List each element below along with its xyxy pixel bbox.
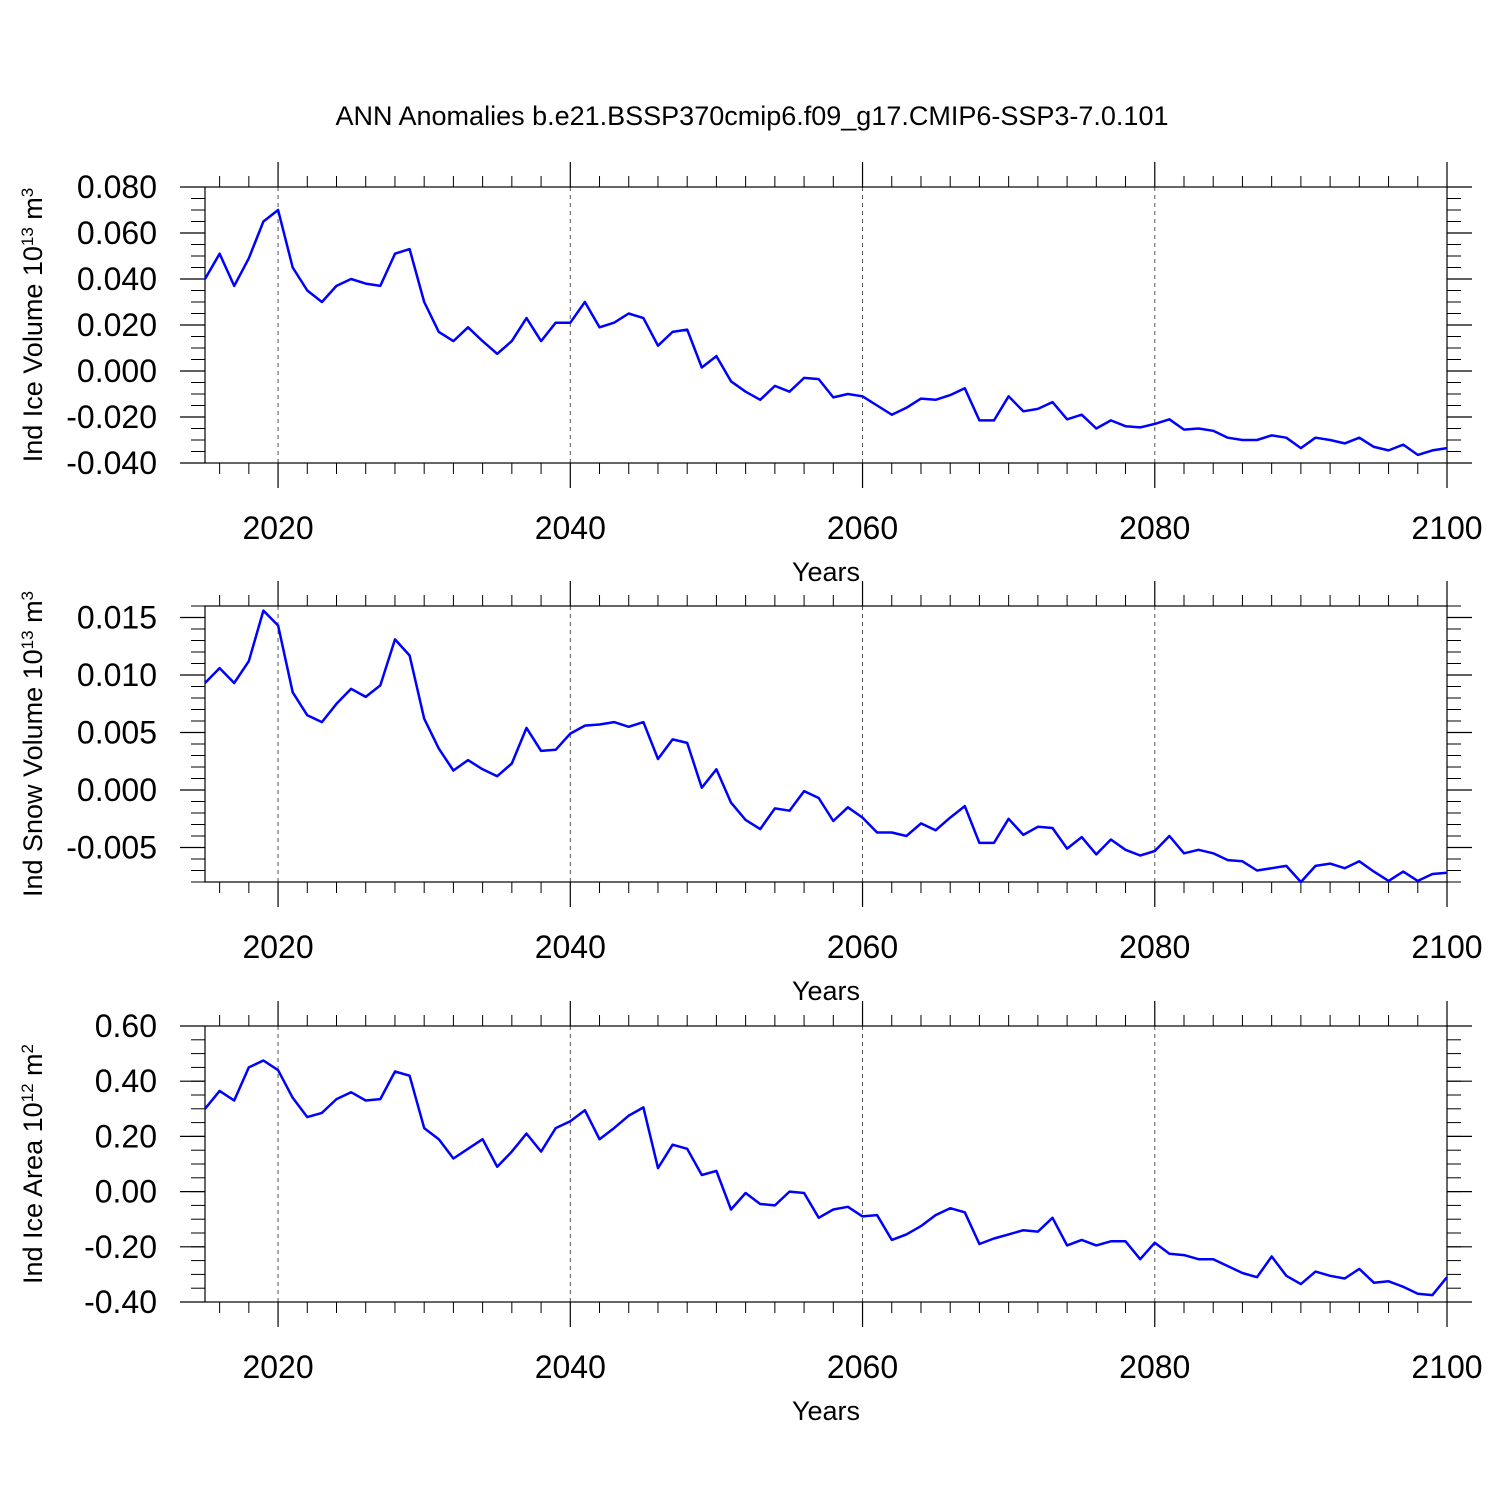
chart-panel-1: -0.040 -0.020 0.000 0.020 0.040 0.060 0.080 202… — [18, 162, 1483, 587]
y-tick-label: -0.020 — [66, 399, 157, 435]
y-tick-label: 0.60 — [95, 1008, 157, 1044]
x-tick-label: 2100 — [1411, 510, 1482, 546]
panels: -0.040 -0.020 0.000 0.020 0.040 0.060 0.080 202… — [18, 162, 1483, 1426]
x-tick-label: 2040 — [535, 929, 606, 965]
figure-title: ANN Anomalies b.e21.BSSP370cmip6.f09_g17… — [336, 101, 1169, 131]
plot-frame — [204, 1025, 1448, 1303]
x-tick-label: 2020 — [242, 1349, 313, 1385]
y-tick-label: 0.040 — [77, 261, 157, 297]
y-tick-label: 0.060 — [77, 215, 157, 251]
series-line — [204, 609, 1448, 884]
y-tick-label: 0.000 — [77, 772, 157, 808]
x-tick-label: 2060 — [827, 929, 898, 965]
x-tick-label: 2060 — [827, 510, 898, 546]
y-axis-title: Ind Ice Area 1012 m2 — [18, 1044, 48, 1284]
series-line — [204, 1059, 1448, 1297]
x-tick-label: 2040 — [535, 510, 606, 546]
plot-frame — [204, 186, 1448, 464]
y-tick-label: 0.080 — [77, 169, 157, 205]
x-tick-label: 2020 — [242, 929, 313, 965]
y-tick-label: 0.00 — [95, 1174, 157, 1210]
y-axis-title: Ind Snow Volume 1013 m3 — [18, 591, 48, 897]
x-tick-label: 2100 — [1411, 929, 1482, 965]
x-tick-label: 2080 — [1119, 929, 1190, 965]
x-tick-label: 2080 — [1119, 1349, 1190, 1385]
y-tick-label: -0.005 — [66, 830, 157, 866]
y-tick-label: 0.010 — [77, 657, 157, 693]
y-tick-label: 0.020 — [77, 307, 157, 343]
x-axis-title: Years — [792, 976, 860, 1006]
x-tick-label: 2060 — [827, 1349, 898, 1385]
y-tick-label: -0.040 — [66, 445, 157, 481]
x-tick-label: 2080 — [1119, 510, 1190, 546]
y-tick-label: 0.005 — [77, 715, 157, 751]
y-axis-title: Ind Ice Volume 1013 m3 — [18, 188, 48, 463]
x-axis-title: Years — [792, 557, 860, 587]
series-line — [203, 208, 1448, 457]
y-tick-label: -0.20 — [84, 1229, 157, 1265]
y-tick-label: 0.015 — [77, 600, 157, 636]
chart-panel-2: -0.005 0.000 0.005 0.010 0.015 2020 2040 2060 20… — [18, 581, 1483, 1006]
y-tick-label: 0.20 — [95, 1118, 157, 1154]
chart-panel-3: -0.40 -0.20 0.00 0.20 0.40 0.60 2020 2040 2060 20… — [18, 1001, 1483, 1426]
x-tick-label: 2040 — [535, 1349, 606, 1385]
x-tick-label: 2020 — [242, 510, 313, 546]
y-tick-label: 0.40 — [95, 1063, 157, 1099]
y-tick-label: 0.000 — [77, 353, 157, 389]
x-axis-title: Years — [792, 1396, 860, 1426]
x-tick-label: 2100 — [1411, 1349, 1482, 1385]
y-tick-label: -0.40 — [84, 1284, 157, 1320]
